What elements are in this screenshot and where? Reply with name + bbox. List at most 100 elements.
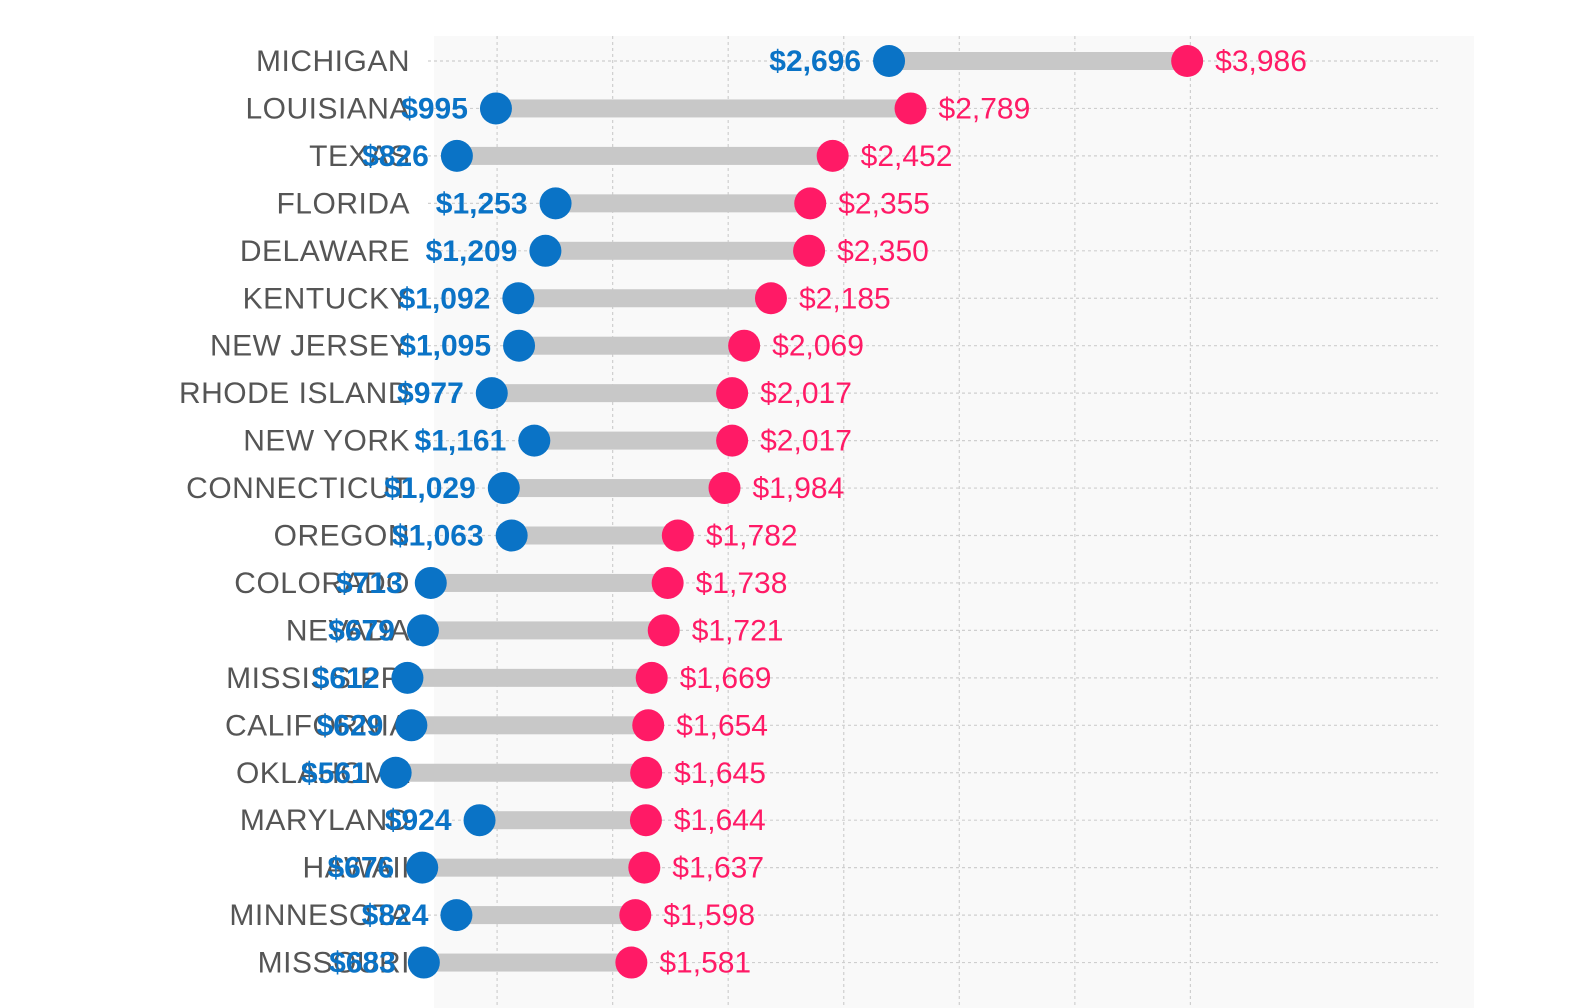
low-dot — [463, 804, 496, 837]
row-oklahoma: OKLAHOMA$561 $1,645 — [236, 756, 1438, 790]
range-bar — [511, 526, 678, 545]
state-label: MINNESOTA — [229, 899, 410, 932]
low-value-label: $824 — [362, 899, 429, 932]
low-value-label: $977 — [397, 377, 464, 410]
high-dot — [1171, 45, 1204, 77]
row-delaware: DELAWARE $1,209 $2,350 — [240, 235, 1438, 268]
low-value-label: $676 — [327, 852, 394, 885]
low-dot — [479, 92, 512, 125]
low-dot — [487, 472, 520, 505]
low-dot — [503, 329, 536, 362]
high-dot — [661, 519, 694, 552]
high-dot — [630, 756, 663, 789]
high-dot — [816, 139, 849, 172]
row-connecticut: CONNECTICUT$1,029 $1,984 — [186, 472, 1438, 505]
range-bar — [545, 241, 810, 260]
row-mississippi: MISSISSIPPI$612 $1,669 — [226, 661, 1438, 695]
high-dot — [647, 614, 680, 647]
low-value-label: $679 — [328, 614, 395, 647]
state-label: TEXAS — [309, 140, 410, 173]
state-label: OREGON — [274, 520, 410, 553]
state-label: NEVADA — [286, 614, 410, 647]
low-dot — [406, 614, 439, 647]
high-dot — [619, 899, 652, 932]
high-dot — [716, 424, 749, 457]
range-bar — [534, 431, 733, 450]
range-bar — [430, 573, 668, 592]
state-label: HAWAII — [303, 852, 410, 885]
high-dot — [794, 187, 827, 220]
high-dot — [708, 472, 741, 505]
row-louisiana: LOUISIANA$995 $2,789 — [245, 92, 1438, 125]
low-dot — [873, 45, 906, 77]
state-label: DELAWARE — [240, 235, 410, 268]
low-dot — [414, 566, 447, 599]
low-value-label: $995 — [401, 92, 468, 125]
high-value-label: $2,789 — [939, 92, 1031, 125]
range-bar — [422, 621, 664, 640]
high-value-label: $2,185 — [799, 282, 891, 315]
high-dot — [716, 377, 749, 410]
high-value-label: $1,782 — [706, 520, 798, 553]
low-value-label: $1,095 — [399, 330, 491, 363]
state-label: MARYLAND — [240, 804, 410, 837]
low-value-label: $1,253 — [436, 187, 528, 220]
low-dot — [539, 187, 572, 220]
low-value-label: $612 — [313, 662, 380, 695]
high-dot — [728, 329, 761, 362]
range-bar — [495, 99, 911, 118]
high-value-label: $1,984 — [753, 472, 845, 505]
range-bar — [889, 52, 1188, 70]
high-value-label: $1,637 — [672, 852, 764, 885]
chart-rows: MICHIGAN $2,696 $3,986 LOUISIANA$995 $2,789 T… — [179, 45, 1438, 980]
range-bar — [423, 953, 632, 972]
row-missouri: MISSOURI$683 $1,581 — [258, 946, 1438, 980]
low-value-label: $2,696 — [769, 45, 861, 78]
high-value-label: $1,654 — [676, 709, 768, 742]
row-maryland: MARYLAND$924 $1,644 — [240, 804, 1438, 837]
high-value-label: $2,355 — [838, 187, 930, 220]
row-rhode-island: RHODE ISLAND$977 $2,017 — [179, 377, 1438, 410]
low-dot — [502, 282, 535, 315]
range-bar — [503, 479, 725, 498]
high-dot — [754, 282, 787, 315]
state-label: RHODE ISLAND — [179, 377, 410, 410]
state-label: NEW JERSEY — [210, 330, 410, 363]
low-dot — [440, 139, 473, 172]
high-dot — [632, 709, 665, 742]
state-label: CONNECTICUT — [186, 472, 410, 505]
high-value-label: $2,452 — [861, 140, 953, 173]
high-dot — [651, 566, 684, 599]
state-label: MISSISSIPPI — [226, 662, 410, 695]
low-dot — [406, 851, 439, 884]
state-label: FLORIDA — [276, 187, 410, 220]
row-kentucky: KENTUCKY$1,092 $2,185 — [243, 282, 1438, 315]
high-dot — [629, 804, 662, 837]
low-dot — [495, 519, 528, 552]
low-dot — [475, 377, 508, 410]
high-value-label: $1,645 — [674, 757, 766, 790]
row-minnesota: MINNESOTA$824 $1,598 — [229, 899, 1438, 932]
row-nevada: NEVADA$679 $1,721 — [286, 614, 1438, 647]
high-dot — [793, 234, 826, 267]
row-colorado: COLORADO$713 $1,738 — [234, 566, 1438, 600]
low-dot — [440, 899, 473, 932]
low-dot — [518, 424, 551, 457]
range-bar — [411, 716, 649, 735]
state-label: LOUISIANA — [245, 92, 410, 125]
state-label: MICHIGAN — [256, 45, 410, 78]
low-value-label: $1,063 — [392, 520, 484, 553]
state-label: CALIFORNIA — [225, 709, 410, 742]
high-value-label: $1,738 — [696, 567, 788, 600]
range-bar — [491, 384, 733, 403]
row-florida: FLORIDA $1,253 $2,355 — [276, 187, 1438, 220]
row-new-york: NEW YORK $1,161 $2,017 — [243, 424, 1438, 458]
low-dot — [391, 661, 424, 694]
high-value-label: $2,069 — [772, 330, 864, 363]
range-bar — [422, 858, 645, 877]
low-value-label: $561 — [301, 757, 368, 790]
range-bar — [519, 336, 745, 355]
row-texas: TEXAS$826 $2,452 — [309, 139, 1438, 173]
low-dot — [407, 946, 440, 979]
